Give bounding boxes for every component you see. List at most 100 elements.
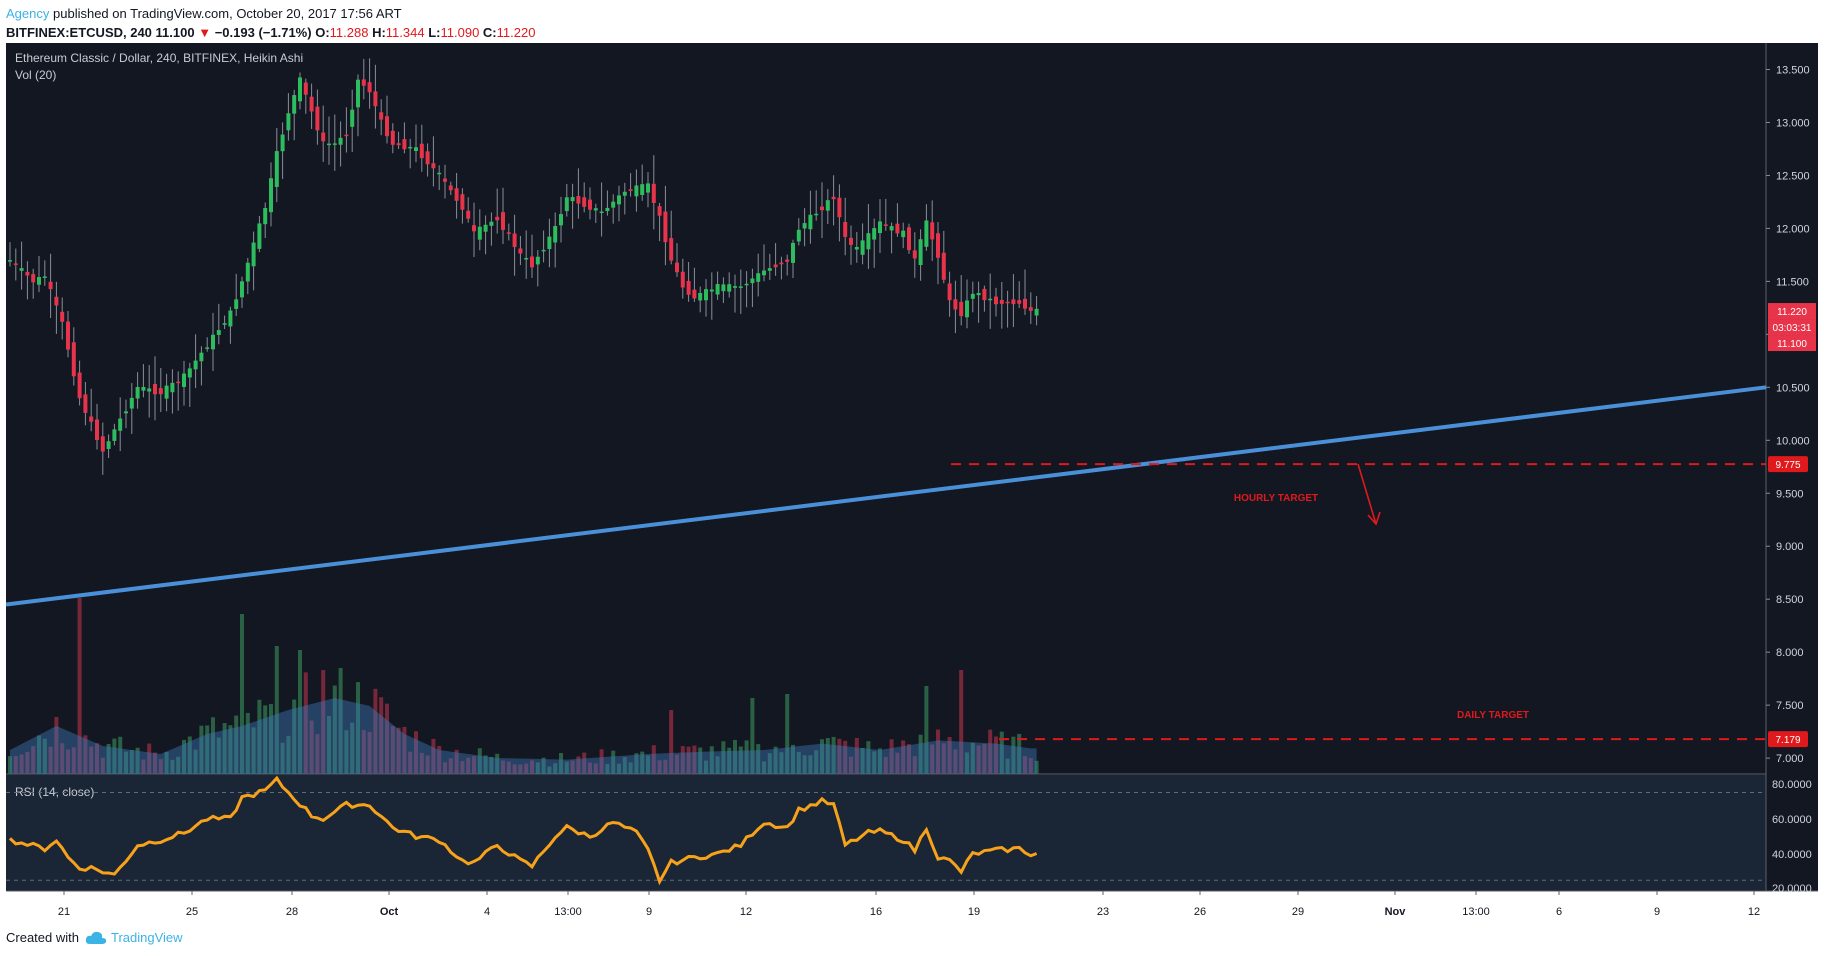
volume-bar (472, 756, 476, 774)
candle-body (182, 373, 186, 387)
rsi-pane (6, 775, 1766, 886)
candle-body (663, 211, 668, 243)
volume-bar (228, 725, 233, 774)
volume-bar (965, 752, 969, 774)
target-label: HOURLY TARGET (1234, 493, 1318, 504)
rsi-tick-label: 20.0000 (1772, 883, 1812, 895)
candle-body (489, 221, 494, 226)
candle-body (95, 419, 99, 441)
candle-body (385, 116, 389, 137)
candle-body (912, 250, 917, 259)
candle-body (680, 271, 685, 288)
volume-ma-area (10, 698, 1037, 774)
volume-bar (437, 745, 442, 774)
volume-bar (588, 762, 592, 774)
publisher-link[interactable]: Agency (6, 6, 50, 21)
candle-body (605, 207, 610, 212)
candle-body (292, 95, 297, 114)
candle-body (158, 388, 163, 395)
volume-bar (640, 751, 645, 774)
volume-bar (216, 737, 221, 774)
candle-body (837, 197, 842, 218)
volume-bar (808, 755, 813, 774)
x-tick-label: 26 (1194, 906, 1206, 918)
candle-body (303, 82, 308, 95)
volume-bar (54, 717, 59, 774)
volume-label: Vol (20) (15, 68, 56, 82)
tradingview-brand[interactable]: TradingView (85, 930, 183, 945)
candle-body (1017, 300, 1022, 304)
volume-bar (60, 743, 65, 774)
x-tick-label: 13:00 (554, 906, 582, 918)
volume-bar (535, 762, 540, 774)
candle-body (309, 96, 314, 112)
candle-body (245, 262, 250, 282)
candle-body (350, 109, 355, 127)
candle-body (889, 226, 894, 231)
volume-bar (582, 752, 587, 774)
candle-body (263, 207, 268, 225)
y-tick-label: 9.000 (1776, 541, 1804, 553)
tradingview-link[interactable]: TradingView (110, 930, 183, 945)
volume-bar (547, 766, 552, 774)
candle-body (1028, 307, 1033, 311)
candle-body (802, 223, 807, 229)
close-value: 11.220 (496, 25, 536, 40)
volume-bar (912, 756, 917, 774)
volume-bar (617, 763, 621, 774)
candle-body (89, 416, 94, 422)
price-chart[interactable]: Ethereum Classic / Dollar, 240, BITFINEX… (6, 43, 1818, 921)
candle-body (576, 196, 581, 204)
volume-bar (303, 672, 308, 774)
target-label: DAILY TARGET (1457, 710, 1529, 721)
candle-body (773, 264, 778, 268)
volume-bar (269, 704, 273, 774)
candle-body (779, 262, 784, 265)
volume-bar (895, 752, 900, 774)
candle-body (170, 382, 175, 393)
volume-bar (356, 682, 360, 774)
price-tag-text: 11.100 (1777, 339, 1807, 350)
candle-body (164, 385, 169, 399)
candle-body (280, 134, 285, 152)
volume-bar (19, 754, 24, 774)
candle-body (1011, 299, 1016, 305)
volume-bar (240, 614, 244, 774)
candle-body (918, 239, 923, 266)
candle-body (524, 258, 529, 260)
candle-body (431, 163, 436, 169)
volume-bar (211, 717, 215, 774)
candle-body (883, 224, 888, 226)
candle-body (222, 323, 227, 325)
candle-body (390, 130, 395, 145)
candle-body (901, 230, 906, 238)
time-axis-background (6, 892, 1818, 921)
candle-body (414, 147, 418, 152)
y-tick-label: 8.000 (1776, 647, 1804, 659)
volume-bar (112, 738, 117, 774)
candle-body (205, 347, 210, 349)
volume-bar (477, 748, 482, 774)
volume-bar (129, 749, 134, 774)
volume-bar (791, 744, 795, 774)
candle-body (675, 262, 679, 273)
volume-bar (785, 694, 790, 774)
candle-body (483, 224, 488, 232)
x-tick-label: 9 (646, 906, 652, 918)
candle-body (541, 249, 546, 252)
down-arrow-icon: ▼ (198, 25, 212, 40)
volume-bar (663, 759, 668, 774)
candle-body (211, 334, 215, 350)
volume-bar (576, 756, 581, 774)
volume-bar (941, 743, 946, 774)
candle-body (379, 112, 384, 120)
trendline[interactable] (6, 385, 1767, 607)
candle-body (866, 233, 871, 250)
volume-bar (176, 756, 181, 774)
volume-bar (327, 715, 331, 774)
candle-body (106, 441, 111, 449)
volume-bar (541, 757, 546, 774)
candle-body (692, 289, 697, 299)
volume-bar (42, 738, 47, 774)
volume-bar (286, 735, 291, 774)
